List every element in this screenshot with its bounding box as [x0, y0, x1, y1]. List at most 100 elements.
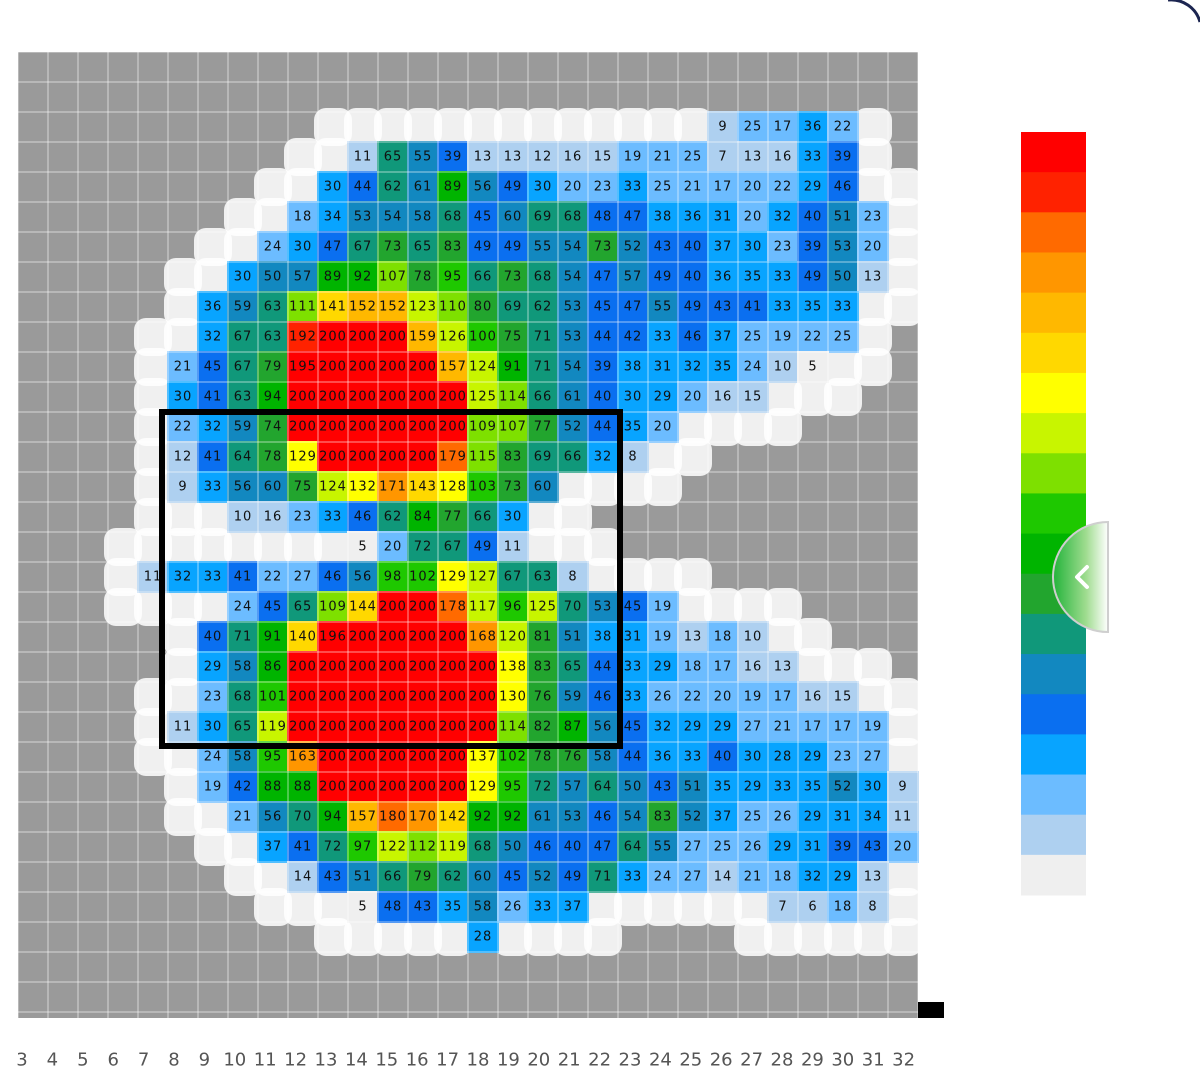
legend-swatch	[1021, 413, 1086, 454]
cell-value: 126	[439, 330, 467, 345]
cell-value: 110	[439, 300, 467, 315]
cell-value: 114	[499, 390, 527, 405]
cell-value: 9	[718, 120, 727, 135]
pressure-cell	[407, 531, 439, 563]
halo-cell	[614, 468, 652, 506]
cell-value: 200	[409, 420, 437, 435]
column-label: 29	[801, 1050, 824, 1071]
cell-value: 42	[234, 780, 253, 795]
pressure-cell	[467, 321, 499, 353]
pressure-cell	[797, 111, 829, 143]
cell-value: 47	[594, 840, 613, 855]
cell-value: 107	[379, 270, 407, 285]
cell-value: 56	[234, 480, 253, 495]
side-panel-toggle[interactable]	[1052, 520, 1109, 634]
cell-value: 46	[534, 840, 553, 855]
pressure-cell	[827, 681, 859, 713]
pressure-cell	[527, 561, 559, 593]
cell-value: 28	[774, 750, 793, 765]
pressure-cell	[257, 651, 289, 683]
pressure-cell	[707, 861, 739, 893]
pressure-cell	[497, 351, 529, 383]
pressure-cell	[677, 201, 709, 233]
pressure-cell	[527, 351, 559, 383]
cell-value: 18	[294, 210, 313, 225]
pressure-cell	[767, 711, 799, 743]
cell-value: 43	[864, 840, 883, 855]
pressure-cell	[407, 771, 439, 803]
cell-value: 159	[409, 330, 437, 345]
halo-cell	[884, 198, 922, 236]
halo-cell	[254, 198, 292, 236]
pressure-cell	[797, 861, 829, 893]
cell-value: 57	[564, 780, 583, 795]
cell-value: 17	[714, 660, 733, 675]
cell-value: 200	[379, 630, 407, 645]
halo-cell	[584, 558, 622, 596]
cell-value: 11	[894, 810, 913, 825]
pressure-cell	[497, 531, 529, 563]
cell-value: 75	[294, 480, 313, 495]
pressure-cell	[317, 471, 349, 503]
pressure-cell	[647, 591, 679, 623]
cell-value: 123	[409, 300, 437, 315]
cell-value: 200	[439, 390, 467, 405]
cell-value: 56	[264, 810, 283, 825]
column-label: 22	[588, 1050, 611, 1071]
pressure-cell	[827, 321, 859, 353]
column-label: 31	[862, 1050, 885, 1071]
pressure-cell	[767, 741, 799, 773]
cell-value: 14	[714, 870, 733, 885]
pressure-cell	[437, 801, 469, 833]
halo-cell	[524, 528, 562, 566]
cell-value: 68	[444, 210, 463, 225]
halo-cell	[854, 288, 892, 326]
halo-cell	[584, 108, 622, 146]
pressure-cell	[437, 471, 469, 503]
halo-cell	[794, 648, 832, 686]
cell-value: 196	[319, 630, 347, 645]
cell-value: 16	[744, 660, 763, 675]
pressure-cell	[827, 111, 859, 143]
cell-value: 52	[624, 240, 643, 255]
selection-box[interactable]	[159, 409, 623, 749]
halo-cell	[764, 618, 802, 656]
pressure-cell	[167, 471, 199, 503]
column-label: 26	[710, 1050, 733, 1071]
column-label-layer: 3 4 5 6 7 8 9 10 11 12 13 14 15 16 17 18 19 20 21 22 23 24 25 2…	[16, 1050, 915, 1071]
cell-value: 83	[654, 810, 673, 825]
pressure-cell	[257, 801, 289, 833]
pressure-cell	[677, 681, 709, 713]
cell-value: 12	[174, 450, 193, 465]
cell-value: 171	[379, 480, 407, 495]
pressure-cell	[617, 321, 649, 353]
pressure-cell	[497, 411, 529, 443]
pressure-cell	[467, 711, 499, 743]
cell-value: 200	[289, 660, 317, 675]
pressure-cell	[527, 831, 559, 863]
pressure-cell	[317, 381, 349, 413]
halo-cell	[254, 858, 292, 896]
column-label: 25	[679, 1050, 702, 1071]
cell-value: 51	[684, 780, 703, 795]
cell-value: 37	[714, 810, 733, 825]
pressure-cell	[767, 261, 799, 293]
cell-value: 200	[349, 660, 377, 675]
pressure-cell	[887, 831, 919, 863]
cell-value: 47	[624, 210, 643, 225]
halo-cell	[734, 888, 772, 926]
cell-value: 64	[594, 780, 613, 795]
column-label: 18	[467, 1050, 490, 1071]
cell-value: 6	[808, 900, 817, 915]
pressure-cell	[257, 441, 289, 473]
toggle-button[interactable]	[1052, 520, 1109, 634]
legend-swatch	[1021, 493, 1086, 535]
cell-value: 7	[718, 150, 727, 165]
pressure-cell	[377, 201, 409, 233]
pressure-cell	[467, 831, 499, 863]
cell-value: 122	[379, 840, 407, 855]
legend-swatch	[1021, 172, 1086, 213]
column-label: 9	[199, 1050, 210, 1071]
pressure-cell	[407, 321, 439, 353]
cell-value: 200	[349, 420, 377, 435]
